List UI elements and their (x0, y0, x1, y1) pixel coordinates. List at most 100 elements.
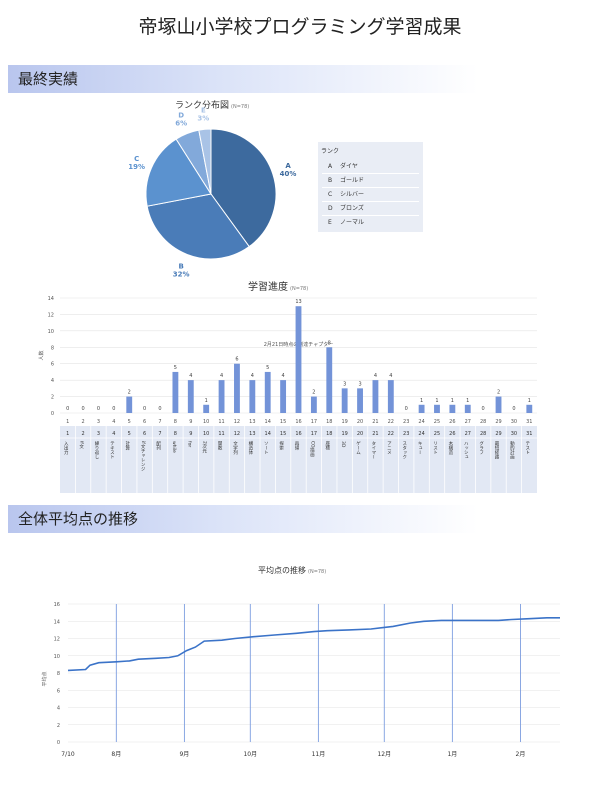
bar-data-label: 4 (220, 373, 223, 379)
line-x-tick-label: 1月 (447, 751, 457, 758)
chapter-number: 24 (418, 431, 424, 437)
bar-data-label: 4 (374, 373, 377, 379)
pie-title-note: (N=78) (231, 104, 250, 110)
bar-x-tick-label: 4 (112, 419, 115, 425)
chapter-name: グラフ (479, 440, 484, 455)
bar-x-tick-label: 11 (218, 419, 224, 425)
legend-key: C (328, 191, 333, 198)
bar-x-tick-label: 29 (495, 419, 501, 425)
chapter-number: 19 (341, 431, 347, 437)
chapter-number: 11 (218, 431, 224, 437)
chapter-number: 28 (480, 431, 486, 437)
bar-x-tick-label: 27 (465, 419, 471, 425)
bar (418, 404, 425, 413)
bar-data-label: 0 (482, 406, 485, 412)
bar-data-label: 3 (343, 381, 346, 387)
section-header-average-trend: 全体平均点の推移 (8, 505, 478, 533)
pie-label-c: C (134, 155, 139, 163)
chapter-number: 1 (66, 431, 69, 437)
bar-data-label: 13 (295, 299, 301, 305)
chapter-name: テキスト (109, 441, 114, 460)
bar-data-label: 4 (389, 373, 392, 379)
bar-data-label: 4 (282, 373, 285, 379)
bar-x-tick-label: 10 (203, 419, 209, 425)
chapter-name: for (186, 441, 192, 447)
bar (295, 306, 302, 413)
bar-data-label: 4 (189, 373, 192, 379)
chapter-number: 9 (189, 431, 192, 437)
pie-slice-e (198, 128, 212, 195)
bar-x-tick-label: 3 (97, 419, 100, 425)
bar-data-label: 2 (128, 390, 131, 396)
chapter-name: スタック (402, 441, 407, 460)
legend-row-d: D ブロンズ (318, 202, 423, 216)
bar (280, 380, 287, 413)
legend-row-b: B ゴールド (318, 174, 423, 188)
bar-data-label: 3 (358, 381, 361, 387)
bar-x-tick-label: 7 (158, 419, 161, 425)
chapter-number: 5 (128, 431, 131, 437)
legend-key: D (328, 205, 333, 212)
chapter-name: 木構造 (448, 440, 453, 456)
page-title: 帝塚山小学校プログラミング学習成果 (138, 16, 462, 38)
chapter-name: CG描画 (309, 441, 315, 458)
bar (310, 396, 317, 413)
bar (357, 388, 363, 413)
chapter-number: 20 (357, 431, 363, 437)
legend-key: E (328, 219, 332, 226)
chapter-name: 配列 (156, 441, 161, 452)
bar-chart-title: 学習進度 (N=78) (248, 278, 308, 293)
chapter-name: 探索 (279, 440, 284, 451)
bar-data-label: 0 (512, 406, 515, 412)
chapter-number: 23 (403, 431, 409, 437)
chapter-name: 再帰 (294, 441, 299, 452)
pie-slice-b (146, 193, 250, 260)
bar-data-label: 2 (312, 390, 315, 396)
legend-value: ゴールド (340, 177, 365, 184)
chapter-name: 繰り返し (94, 440, 99, 460)
chapter-number: 14 (265, 431, 271, 437)
bar-x-tick-label: 16 (295, 419, 301, 425)
legend-row-e: E ノーマル (318, 216, 423, 230)
bar (372, 380, 379, 413)
bar-y-tick-label: 12 (48, 312, 54, 318)
legend-key: B (328, 177, 333, 184)
chapter-name: 文字列 (232, 440, 237, 456)
legend-row-c: C シルバー (318, 188, 423, 202)
bar-y-axis-label: 人数 (38, 350, 45, 360)
bar-y-tick-label: 6 (51, 362, 54, 368)
chapter-name: 座標 (325, 440, 330, 452)
pie-label-a: A (285, 162, 291, 170)
bar-x-tick-label: 1 (66, 419, 69, 425)
chapter-number: 31 (526, 431, 532, 437)
chapter-number: 2 (81, 431, 84, 437)
chapter-number: 3 (97, 431, 100, 437)
line-y-tick-label: 14 (54, 619, 60, 625)
bar-x-tick-label: 6 (143, 419, 146, 425)
bar (387, 380, 394, 413)
chapter-number: 30 (511, 431, 517, 437)
chapter-name: 3D (340, 441, 346, 448)
pie-slice-c (145, 138, 212, 207)
rank-legend: ランク A ダイヤ B ゴールド C シルバー D ブロンズ E ノーマル (318, 142, 423, 232)
line-chart-title: 平均点の推移 (N=78) (258, 565, 326, 576)
bar-x-tick-label: 23 (403, 419, 409, 425)
bar-data-label: 1 (205, 398, 208, 404)
chapter-name: 関数 (217, 441, 222, 452)
chapter-number: 16 (295, 431, 301, 437)
chapter-name: 計算 (125, 440, 130, 452)
chapter-name: while (171, 441, 177, 453)
pie-chart-title: ランク分布図 (N=78) (175, 98, 249, 111)
chapter-name: 動的計画 (509, 440, 514, 461)
chapter-number: 8 (174, 431, 177, 437)
bar (449, 404, 456, 413)
bar-x-tick-label: 20 (357, 419, 363, 425)
chapter-number: 12 (234, 431, 240, 437)
bar (341, 388, 348, 413)
section-header-final-results: 最終実績 (8, 65, 478, 93)
bar-data-label: 4 (251, 373, 254, 379)
line-x-tick-label: 2月 (516, 751, 526, 758)
chapter-name: キュー (417, 441, 422, 455)
bar-x-tick-label: 14 (265, 419, 271, 425)
bar (249, 380, 256, 413)
